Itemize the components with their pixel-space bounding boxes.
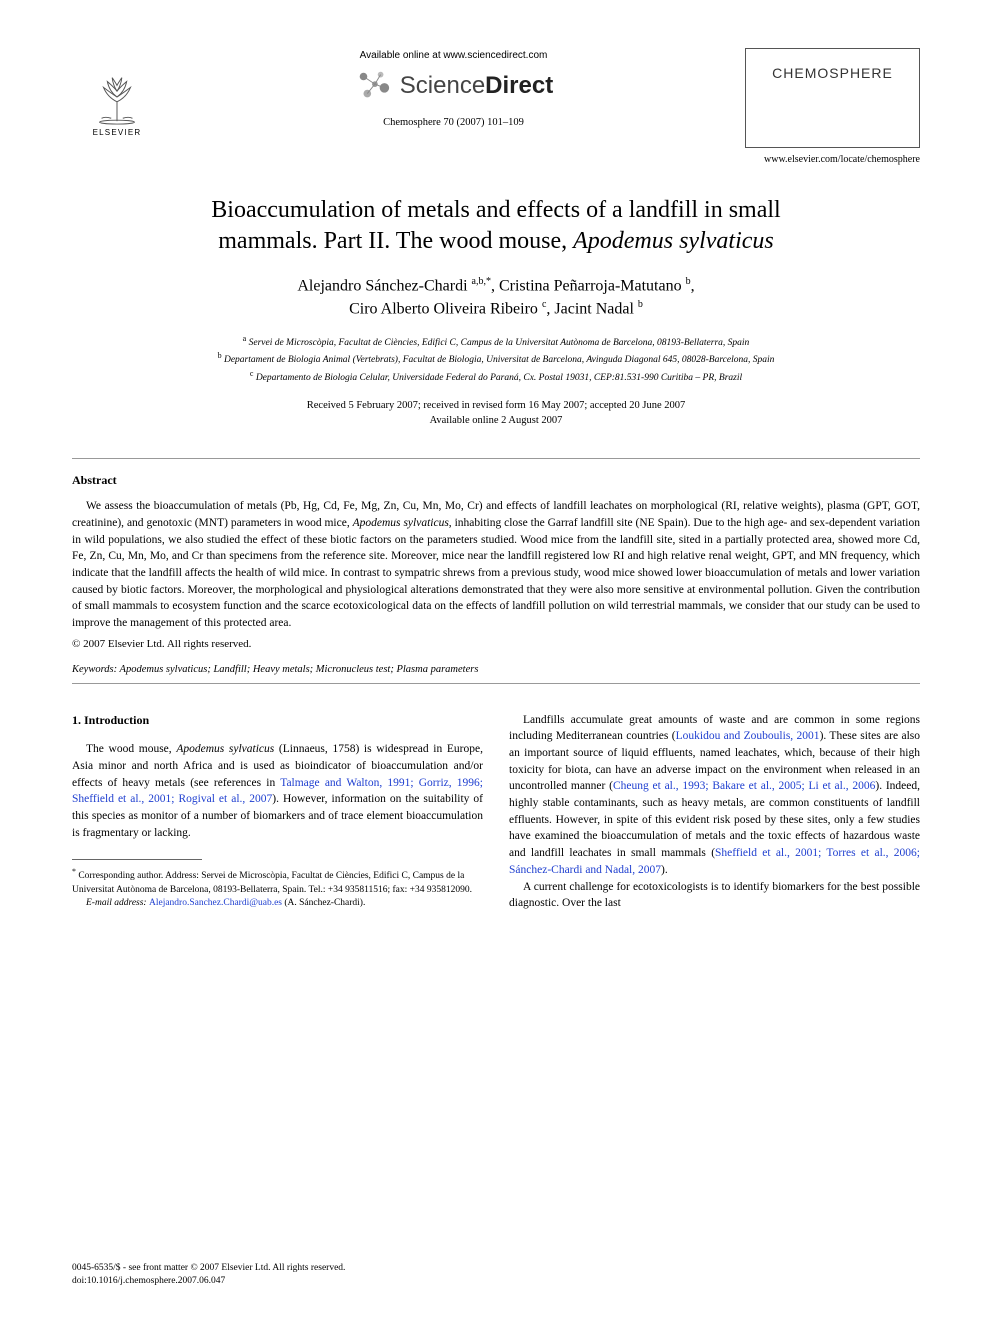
copyright: © 2007 Elsevier Ltd. All rights reserved… — [72, 638, 920, 650]
affil-c: Departamento de Biologia Celular, Univer… — [253, 373, 742, 383]
dates-line2: Available online 2 August 2007 — [430, 415, 563, 426]
author-2: , Cristina Peñarroja-Matutano — [491, 278, 686, 295]
author-1-affil: a,b,* — [472, 276, 491, 287]
col2-paragraph-1: Landfills accumulate great amounts of wa… — [509, 712, 920, 879]
abstract-species: Apodemus sylvaticus — [353, 517, 449, 529]
sciencedirect-logo: ScienceDirect — [162, 67, 745, 105]
column-left: 1. Introduction The wood mouse, Apodemus… — [72, 712, 483, 912]
keywords-label: Keywords: — [72, 664, 120, 675]
journal-name-box: CHEMOSPHERE — [745, 48, 920, 148]
abstract-body: We assess the bioaccumulation of metals … — [72, 498, 920, 631]
intro-paragraph-1: The wood mouse, Apodemus sylvaticus (Lin… — [72, 741, 483, 841]
email-link[interactable]: Alejandro.Sanchez.Chardi@uab.es — [149, 898, 282, 908]
title-species: Apodemus sylvaticus — [573, 228, 774, 254]
publisher-label: ELSEVIER — [72, 128, 162, 137]
author-4: , Jacint Nadal — [546, 300, 638, 317]
body-columns: 1. Introduction The wood mouse, Apodemus… — [72, 712, 920, 912]
title-line2a: mammals. Part II. The wood mouse, — [218, 228, 573, 254]
article-title: Bioaccumulation of metals and effects of… — [72, 195, 920, 257]
article-dates: Received 5 February 2007; received in re… — [72, 399, 920, 428]
page-footer: 0045-6535/$ - see front matter © 2007 El… — [72, 1262, 920, 1287]
footnote-rule — [72, 859, 202, 860]
p1-a: The wood mouse, — [86, 743, 176, 755]
center-header: Available online at www.sciencedirect.co… — [162, 48, 745, 128]
dates-line1: Received 5 February 2007; received in re… — [307, 400, 685, 411]
keywords-text: Apodemus sylvaticus; Landfill; Heavy met… — [120, 664, 479, 675]
author-4-affil: b — [638, 299, 643, 310]
sciencedirect-text: ScienceDirect — [400, 72, 553, 100]
column-right: Landfills accumulate great amounts of wa… — [509, 712, 920, 912]
c2p1-link1[interactable]: Loukidou and Zouboulis, 2001 — [676, 730, 820, 742]
c2p1-link2[interactable]: Cheung et al., 1993; Bakare et al., 2005… — [613, 780, 875, 792]
col2-paragraph-2: A current challenge for ecotoxicologists… — [509, 879, 920, 912]
page-header: ELSEVIER Available online at www.science… — [72, 48, 920, 148]
locate-url: www.elsevier.com/locate/chemosphere — [72, 154, 920, 165]
affil-b: Departament de Biologia Animal (Vertebra… — [222, 355, 775, 365]
c2p1-d: ). — [661, 864, 668, 876]
sd-text-a: Science — [400, 72, 485, 99]
journal-box-wrap: CHEMOSPHERE — [745, 48, 920, 148]
author-1: Alejandro Sánchez-Chardi — [297, 278, 471, 295]
email-footnote: E-mail address: Alejandro.Sanchez.Chardi… — [72, 897, 483, 910]
corresponding-author-footnote: * Corresponding author. Address: Servei … — [72, 866, 483, 897]
title-line1: Bioaccumulation of metals and effects of… — [211, 197, 780, 223]
affiliations: a Servei de Microscòpia, Facultat de Ciè… — [72, 333, 920, 385]
p1-species: Apodemus sylvaticus — [176, 743, 279, 755]
affil-a: Servei de Microscòpia, Facultat de Ciènc… — [246, 338, 749, 348]
sep: , — [691, 278, 695, 295]
section-1-heading: 1. Introduction — [72, 712, 483, 729]
abstract-c: , inhabiting close the Garraf landfill s… — [72, 517, 920, 629]
rule-below-keywords — [72, 683, 920, 684]
keywords: Keywords: Apodemus sylvaticus; Landfill;… — [72, 664, 920, 675]
abstract-heading: Abstract — [72, 473, 920, 488]
footnote-text: Corresponding author. Address: Servei de… — [72, 871, 472, 894]
rule-above-abstract — [72, 458, 920, 459]
sciencedirect-icon — [354, 67, 392, 105]
available-online-text: Available online at www.sciencedirect.co… — [162, 50, 745, 61]
publisher-logo-block: ELSEVIER — [72, 48, 162, 137]
author-3: Ciro Alberto Oliveira Ribeiro — [349, 300, 542, 317]
footer-line1: 0045-6535/$ - see front matter © 2007 El… — [72, 1263, 345, 1273]
email-name: (A. Sánchez-Chardi). — [282, 898, 365, 908]
authors: Alejandro Sánchez-Chardi a,b,*, Cristina… — [72, 275, 920, 320]
sd-text-b: Direct — [485, 72, 553, 99]
elsevier-tree-icon — [88, 68, 146, 126]
email-label: E-mail address: — [86, 898, 149, 908]
footer-doi: doi:10.1016/j.chemosphere.2007.06.047 — [72, 1276, 225, 1286]
journal-reference: Chemosphere 70 (2007) 101–109 — [162, 117, 745, 128]
